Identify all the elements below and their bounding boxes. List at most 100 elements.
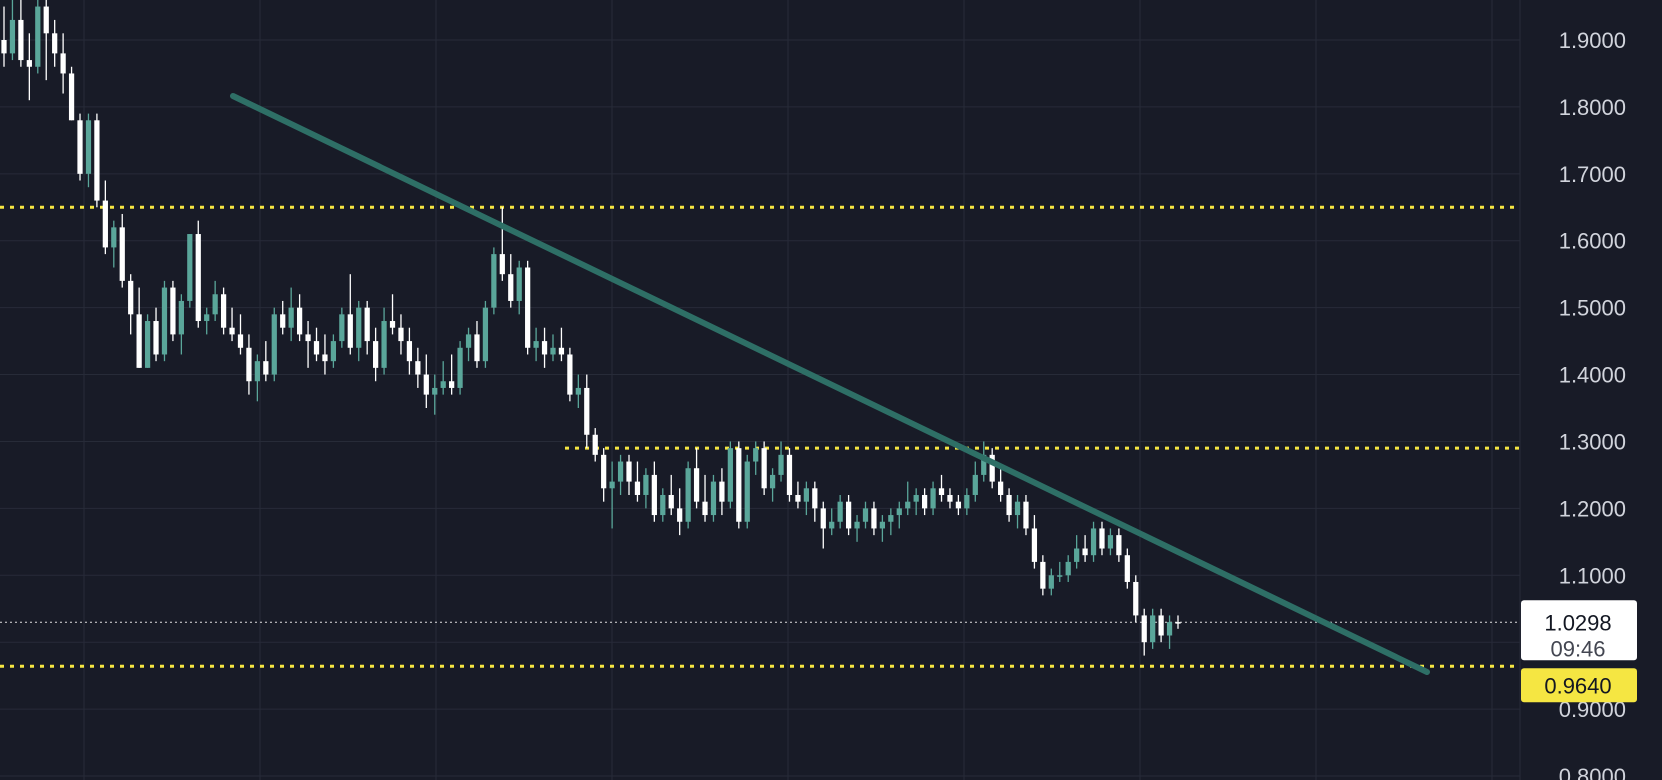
candle-body	[423, 374, 429, 395]
candle-body	[178, 300, 184, 335]
candle-body	[1057, 575, 1063, 577]
candle-body	[406, 341, 413, 362]
candle-body	[601, 454, 607, 489]
candle-body	[204, 314, 210, 322]
candle-body	[786, 454, 793, 495]
candle-body	[837, 501, 843, 522]
candle-body	[432, 387, 438, 395]
candle-body	[617, 461, 624, 482]
candle-body	[567, 354, 573, 395]
candle-body	[820, 508, 826, 529]
candle-body	[1133, 581, 1139, 616]
price-tick-label: 1.9000	[1559, 28, 1626, 53]
candle-body	[229, 327, 235, 335]
candle-body	[1099, 528, 1105, 549]
candle-body	[195, 234, 201, 322]
candle-body	[330, 341, 337, 362]
candle-body	[609, 481, 615, 489]
candle-body	[845, 501, 852, 529]
trendline-layer[interactable]	[230, 93, 1430, 675]
grid	[0, 0, 1521, 780]
candle-body	[237, 334, 244, 348]
candle-body	[922, 494, 928, 509]
price-tick-label: 1.7000	[1559, 162, 1626, 187]
candle-body	[702, 501, 708, 516]
candle-body	[153, 321, 159, 355]
candle-body	[313, 341, 320, 355]
price-tick-label: 1.6000	[1559, 229, 1626, 254]
candle-body	[677, 508, 683, 522]
price-tick-label: 1.2000	[1559, 496, 1626, 521]
candle-body	[651, 474, 657, 516]
candle-body	[905, 501, 911, 509]
price-badges: 1.0298 09:46 0.9640	[1521, 600, 1637, 703]
candle-body	[930, 488, 936, 509]
candle-body	[634, 481, 641, 495]
candle-body	[668, 494, 674, 509]
candle-body	[220, 294, 227, 328]
candle-body	[575, 387, 581, 395]
candle-body	[879, 521, 886, 529]
candles	[1, 0, 1181, 656]
level-price-label: 0.9640	[1544, 673, 1611, 698]
current-price-badge	[1521, 600, 1637, 661]
candle-body	[212, 294, 218, 315]
candle-body	[280, 314, 286, 328]
candle-body	[187, 234, 193, 301]
price-tick-label: 1.3000	[1559, 429, 1626, 454]
candle-body	[1107, 535, 1114, 549]
candle-body	[1166, 622, 1173, 636]
candle-body	[1, 40, 7, 54]
price-tick-label: 1.1000	[1559, 563, 1626, 588]
candle-body	[161, 287, 168, 355]
candle-body	[769, 474, 776, 489]
candle-body	[508, 274, 514, 301]
candle-body	[85, 120, 92, 174]
candle-body	[710, 481, 717, 516]
candle-body	[296, 307, 303, 335]
candle-body	[744, 461, 750, 522]
price-tick-label: 0.8000	[1559, 764, 1626, 780]
candle-body	[449, 381, 455, 388]
candle-body	[550, 347, 556, 355]
candle-body	[246, 347, 252, 382]
candle-body	[955, 501, 962, 509]
candle-body	[1074, 548, 1080, 562]
candle-body	[643, 474, 649, 495]
candle-body	[1090, 528, 1097, 556]
candle-body	[998, 481, 1004, 495]
candle-body	[499, 254, 505, 275]
candle-body	[558, 347, 565, 355]
countdown-label: 09:46	[1550, 636, 1605, 661]
candle-body	[938, 488, 945, 495]
candle-body	[1006, 494, 1012, 516]
candle-body	[18, 19, 24, 61]
candle-body	[440, 381, 446, 388]
horizontal-levels[interactable]	[0, 205, 1520, 668]
candle-body	[753, 448, 759, 462]
candle-body	[263, 361, 269, 375]
candle-body	[35, 6, 41, 67]
candle-body	[1158, 615, 1164, 636]
candle-body	[736, 448, 742, 522]
candle-body	[964, 494, 970, 509]
candle-body	[9, 19, 16, 54]
candle-body	[1023, 501, 1029, 529]
descending-trendline[interactable]	[230, 93, 1430, 675]
candle-body	[1082, 548, 1088, 556]
candle-body	[1150, 615, 1156, 643]
candle-body	[626, 461, 632, 482]
candle-body	[305, 334, 311, 342]
candle-body	[491, 254, 497, 308]
candle-body	[144, 321, 151, 368]
candle-body	[1014, 501, 1021, 516]
candle-body	[60, 53, 66, 74]
candle-body	[457, 347, 463, 388]
candle-body	[913, 494, 919, 502]
candle-body	[381, 321, 387, 368]
candle-body	[465, 334, 472, 348]
price-axis[interactable]: 1.9000 1.8000 1.7000 1.6000 1.5000 1.4000 1.30…	[1559, 28, 1626, 780]
candle-body	[778, 454, 784, 475]
